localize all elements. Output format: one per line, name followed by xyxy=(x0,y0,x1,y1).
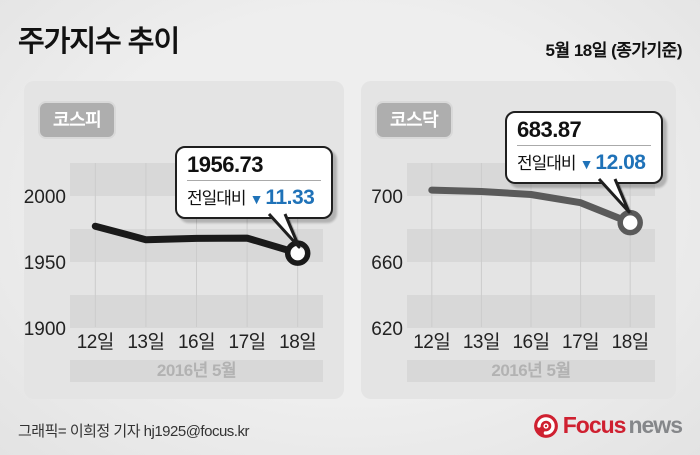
kosdaq-x-tick-label: 17일 xyxy=(562,331,599,353)
kospi-x-tick-label: 12일 xyxy=(77,331,114,353)
kospi-y-tick-label: 1950 xyxy=(24,253,66,274)
kosdaq-y-tick-label: 660 xyxy=(371,253,403,274)
kosdaq-y-tick-label: 620 xyxy=(371,319,403,340)
kospi-y-tick-label: 2000 xyxy=(24,187,66,208)
date-note: 5월 18일 (종가기준) xyxy=(545,41,683,60)
kosdaq-change-value: 12.08 xyxy=(595,151,646,174)
down-triangle-icon: ▼ xyxy=(249,191,264,207)
kosdaq-line xyxy=(428,186,634,227)
kospi-line xyxy=(91,222,302,257)
callout-divider xyxy=(187,180,321,181)
graphic-credit: 그래픽= 이희정 기자 hj1925@focus.kr xyxy=(18,423,249,440)
kosdaq-x-tick-label: 12일 xyxy=(413,331,450,353)
kospi-callout: 1956.73 전일대비 ▼ 11.33 xyxy=(175,146,333,250)
kospi-x-tick-label: 13일 xyxy=(127,331,164,353)
kospi-x-tick-label: 18일 xyxy=(279,331,316,353)
kosdaq-panel: 2016년 5월 700 660 620 12일 13일 16일 17일 18일 코스닥 683… xyxy=(361,81,676,399)
kospi-change-label: 전일대비 xyxy=(187,189,247,208)
kospi-y-tick-label: 1900 xyxy=(24,319,66,340)
down-triangle-icon: ▼ xyxy=(579,156,594,172)
kospi-panel: 2016년 5월 2000 1950 1900 12일 13일 16일 17일 18일 코스피 … xyxy=(24,81,344,399)
kospi-change-row: 전일대비 ▼ 11.33 xyxy=(187,184,321,210)
kospi-month-label: 2016년 5월 xyxy=(157,361,236,380)
kosdaq-change-label: 전일대비 xyxy=(517,154,577,173)
kospi-change-value: 11.33 xyxy=(265,186,315,209)
kospi-x-tick-label: 17일 xyxy=(229,331,266,353)
kospi-badge: 코스피 xyxy=(40,103,115,137)
kosdaq-close-value: 683.87 xyxy=(517,117,582,142)
focus-swirl-icon xyxy=(533,413,558,438)
callout-tail xyxy=(597,177,633,215)
kosdaq-badge: 코스닥 xyxy=(377,103,452,137)
logo-text-news: news xyxy=(628,412,683,438)
kosdaq-callout: 683.87 전일대비 ▼ 12.08 xyxy=(505,111,663,215)
callout-tail xyxy=(267,212,303,250)
focus-news-logo: Focus news xyxy=(533,412,683,439)
kosdaq-month-label: 2016년 5월 xyxy=(491,361,570,380)
kosdaq-change-row: 전일대비 ▼ 12.08 xyxy=(517,149,651,175)
kospi-month-band xyxy=(70,360,323,382)
kosdaq-x-tick-label: 18일 xyxy=(612,331,649,353)
callout-divider xyxy=(517,145,651,146)
kosdaq-x-tick-label: 16일 xyxy=(512,331,549,353)
kosdaq-chart: 2016년 5월 700 660 620 12일 13일 16일 17일 18일 xyxy=(371,163,655,382)
kospi-x-tick-label: 16일 xyxy=(178,331,215,353)
kosdaq-month-band xyxy=(407,360,655,382)
logo-text-focus: Focus xyxy=(562,412,627,438)
page-title: 주가지수 추이 xyxy=(18,26,180,58)
kospi-close-value: 1956.73 xyxy=(187,152,264,177)
kosdaq-x-tick-label: 13일 xyxy=(463,331,500,353)
kosdaq-y-tick-label: 700 xyxy=(371,187,403,208)
